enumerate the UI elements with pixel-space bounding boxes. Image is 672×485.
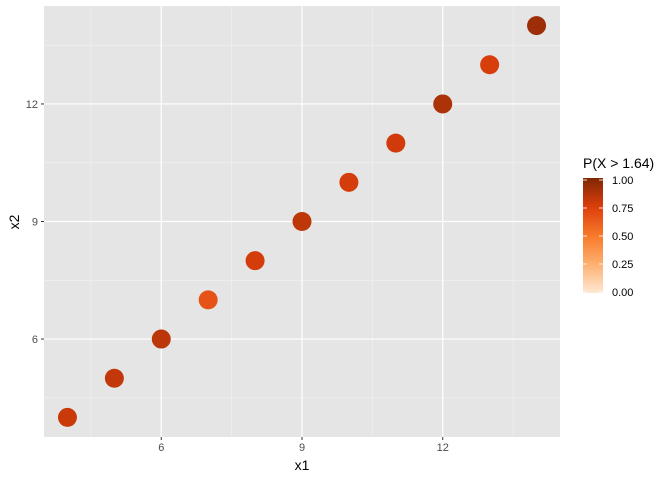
legend-tick-label: 0.25 [612,259,633,271]
legend-tick-label: 0.00 [612,287,633,299]
x-tick-label: 9 [299,442,305,454]
x-tick-label: 6 [158,442,164,454]
data-point [245,251,265,271]
legend-tick-label: 0.75 [612,203,633,215]
data-point [480,55,500,75]
legend-colorbar [583,178,603,293]
data-point [292,212,312,231]
x-tick-label: 12 [437,442,449,454]
y-tick-label: 12 [26,99,38,111]
y-axis-ticks: 6 9 12 [26,99,44,346]
data-points [57,16,547,427]
data-point [104,368,124,388]
y-tick-label: 9 [32,217,38,229]
data-point [433,94,453,114]
legend-tick-label: 1.00 [612,175,633,187]
data-point [151,329,171,349]
data-point [57,407,77,427]
y-axis-label: x2 [6,214,22,229]
data-point [198,290,218,310]
x-axis-ticks: 6 9 12 [158,437,449,454]
legend-title: P(X > 1.64) [583,155,654,171]
legend-tick-label: 0.50 [612,231,633,243]
legend-ticks: 0.00 0.25 0.50 0.75 1.00 [583,175,633,299]
data-point [339,172,359,192]
y-tick-label: 6 [32,334,38,346]
x-axis-label: x1 [295,457,310,473]
data-point [386,133,406,153]
data-point [527,16,547,36]
